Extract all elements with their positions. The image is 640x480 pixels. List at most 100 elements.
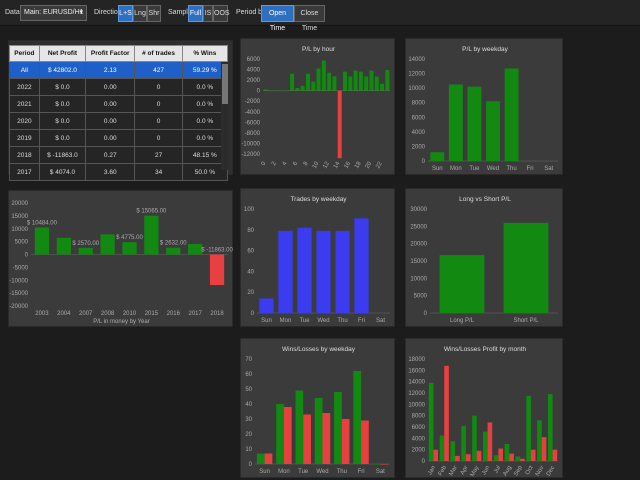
bar[interactable] bbox=[56, 237, 71, 255]
bar[interactable] bbox=[374, 76, 379, 91]
bar[interactable] bbox=[504, 68, 519, 161]
bar-wins[interactable] bbox=[372, 464, 381, 465]
bar[interactable] bbox=[364, 76, 369, 91]
bar-wins[interactable] bbox=[256, 453, 265, 465]
direction-long-button[interactable]: Lng bbox=[133, 5, 147, 22]
bar[interactable] bbox=[144, 215, 159, 255]
table-row[interactable]: 2021 $ 0.0 0.00 0 0.0 % bbox=[9, 95, 229, 113]
column-header-period[interactable]: Period bbox=[9, 45, 40, 62]
table-row[interactable]: 2018 $ -11863.0 0.27 27 48.15 % bbox=[9, 146, 229, 164]
bar[interactable] bbox=[278, 230, 293, 313]
bar-losses[interactable] bbox=[498, 448, 504, 461]
bar-losses[interactable] bbox=[380, 464, 389, 465]
bar-losses[interactable] bbox=[303, 414, 311, 465]
bar[interactable] bbox=[295, 88, 300, 91]
bar[interactable] bbox=[503, 222, 549, 313]
bar-wins[interactable] bbox=[428, 382, 434, 461]
bar-losses[interactable] bbox=[541, 437, 547, 461]
bar-losses[interactable] bbox=[455, 455, 460, 461]
bar[interactable] bbox=[439, 255, 485, 313]
bar[interactable] bbox=[354, 218, 369, 313]
bar[interactable] bbox=[311, 81, 316, 91]
bar-losses[interactable] bbox=[322, 413, 331, 464]
bar[interactable] bbox=[332, 76, 337, 91]
bar-wins[interactable] bbox=[493, 455, 499, 461]
bar-wins[interactable] bbox=[439, 435, 445, 462]
bar-losses[interactable] bbox=[520, 458, 525, 461]
bar-wins[interactable] bbox=[482, 431, 488, 461]
bar[interactable] bbox=[385, 70, 390, 91]
column-header-trades[interactable]: # of trades bbox=[134, 45, 183, 62]
bar-wins[interactable] bbox=[515, 456, 521, 461]
bar[interactable] bbox=[327, 72, 332, 91]
bar[interactable] bbox=[297, 227, 312, 313]
bar-losses[interactable] bbox=[444, 365, 449, 461]
bar-wins[interactable] bbox=[295, 390, 304, 465]
bar-losses[interactable] bbox=[552, 449, 558, 461]
bar-wins[interactable] bbox=[353, 371, 362, 464]
bar[interactable] bbox=[448, 84, 463, 162]
bar[interactable] bbox=[100, 234, 115, 255]
sample-is-button[interactable]: IS bbox=[203, 5, 213, 22]
bar[interactable] bbox=[335, 230, 350, 313]
bar[interactable] bbox=[274, 90, 279, 92]
bar-losses[interactable] bbox=[361, 420, 369, 465]
bar[interactable] bbox=[300, 85, 305, 91]
data-select[interactable]: Main: EURUSD/H1 ▾ bbox=[20, 5, 87, 21]
direction-ls-button[interactable]: L+S bbox=[118, 5, 133, 22]
bar[interactable] bbox=[369, 70, 374, 91]
bar[interactable] bbox=[290, 73, 295, 91]
table-row[interactable]: 2019 $ 0.0 0.00 0 0.0 % bbox=[9, 129, 229, 147]
bar[interactable] bbox=[343, 71, 348, 91]
column-header-wins[interactable]: % Wins bbox=[181, 45, 229, 62]
bar[interactable] bbox=[541, 161, 556, 162]
bar[interactable] bbox=[284, 90, 289, 92]
bar-losses[interactable] bbox=[487, 422, 493, 461]
bar[interactable] bbox=[316, 68, 321, 91]
bar[interactable] bbox=[209, 254, 225, 286]
bar-wins[interactable] bbox=[537, 420, 542, 461]
bar[interactable] bbox=[122, 242, 137, 255]
bar-wins[interactable] bbox=[334, 392, 342, 464]
bar-losses[interactable] bbox=[509, 453, 514, 461]
bar-losses[interactable] bbox=[283, 407, 292, 464]
bar[interactable] bbox=[430, 152, 445, 161]
bar-wins[interactable] bbox=[472, 415, 477, 461]
bar-wins[interactable] bbox=[276, 404, 284, 464]
bar[interactable] bbox=[523, 161, 538, 162]
bar[interactable] bbox=[373, 313, 388, 314]
bar-wins[interactable] bbox=[314, 398, 323, 464]
table-scrollbar[interactable] bbox=[221, 62, 229, 170]
bar-wins[interactable] bbox=[526, 395, 531, 461]
sample-full-button[interactable]: Full bbox=[188, 5, 203, 22]
bar[interactable] bbox=[353, 70, 358, 91]
bar[interactable] bbox=[188, 244, 203, 255]
bar-wins[interactable] bbox=[450, 441, 456, 461]
bar-losses[interactable] bbox=[264, 453, 273, 465]
table-row[interactable]: 2022 $ 0.0 0.00 0 0.0 % bbox=[9, 78, 229, 96]
bar[interactable] bbox=[337, 90, 342, 159]
bar-losses[interactable] bbox=[530, 449, 536, 461]
direction-short-button[interactable]: Shr bbox=[147, 5, 161, 22]
table-row[interactable]: 2020 $ 0.0 0.00 0 0.0 % bbox=[9, 112, 229, 130]
bar[interactable] bbox=[78, 247, 93, 255]
bar-losses[interactable] bbox=[476, 450, 482, 461]
bar[interactable] bbox=[348, 76, 353, 91]
bar[interactable] bbox=[263, 89, 268, 91]
period-open-time-button[interactable]: Open Time bbox=[261, 5, 294, 32]
bar-wins[interactable] bbox=[461, 425, 466, 461]
column-header-net-profit[interactable]: Net Profit bbox=[38, 45, 87, 62]
table-row[interactable]: All $ 42802.0 2.13 427 59.29 % bbox=[9, 61, 229, 79]
bar[interactable] bbox=[316, 230, 331, 313]
bar[interactable] bbox=[34, 227, 50, 255]
bar[interactable] bbox=[279, 90, 284, 92]
sample-oos-button[interactable]: OOS bbox=[213, 5, 230, 22]
bar[interactable] bbox=[305, 73, 310, 91]
bar[interactable] bbox=[268, 90, 273, 92]
column-header-profit-factor[interactable]: Profit Factor bbox=[85, 45, 136, 62]
bar-wins[interactable] bbox=[547, 394, 553, 461]
bar-losses[interactable] bbox=[341, 419, 350, 464]
bar[interactable] bbox=[321, 60, 326, 91]
bar-wins[interactable] bbox=[504, 444, 510, 461]
bar-losses[interactable] bbox=[433, 449, 439, 461]
